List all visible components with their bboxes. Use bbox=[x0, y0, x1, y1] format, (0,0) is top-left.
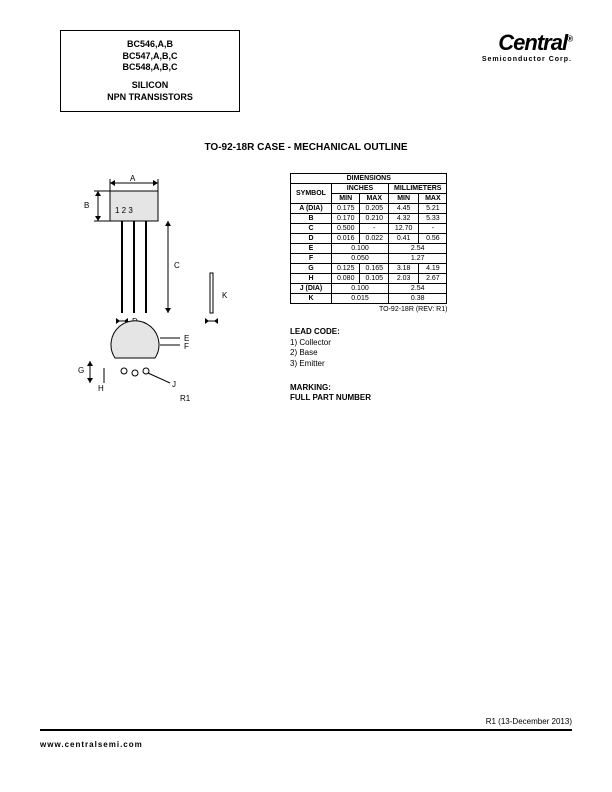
mechanical-outline-diagram: 1 2 3 A B bbox=[60, 173, 260, 413]
table-title: DIMENSIONS bbox=[291, 174, 447, 184]
col-max: MAX bbox=[360, 194, 389, 204]
table-revision: TO-92-18R (REV: R1) bbox=[290, 306, 447, 313]
type-line: SILICON bbox=[65, 80, 235, 92]
company-logo: Central® Semiconductor Corp. bbox=[482, 30, 572, 63]
part-number-box: BC546,A,B BC547,A,B,C BC548,A,B,C SILICO… bbox=[60, 30, 240, 112]
logo-text: Central bbox=[498, 30, 567, 55]
table-row: F0.0501.27 bbox=[291, 254, 447, 264]
table-row: G0.1250.1653.184.19 bbox=[291, 264, 447, 274]
table-row: C0.500-12.70- bbox=[291, 224, 447, 234]
type-line: NPN TRANSISTORS bbox=[65, 92, 235, 104]
col-min: MIN bbox=[389, 194, 419, 204]
marking-header: MARKING: bbox=[290, 383, 447, 393]
label-j: J bbox=[172, 380, 176, 389]
label-k: K bbox=[222, 291, 228, 300]
table-row: H0.0800.1052.032.67 bbox=[291, 274, 447, 284]
col-max: MAX bbox=[419, 194, 447, 204]
table-row: J (DIA)0.1002.54 bbox=[291, 284, 447, 294]
col-min: MIN bbox=[331, 194, 360, 204]
marking-block: MARKING: FULL PART NUMBER bbox=[290, 383, 447, 404]
pin-numbers: 1 2 3 bbox=[115, 206, 133, 215]
datasheet-page: BC546,A,B BC547,A,B,C BC548,A,B,C SILICO… bbox=[0, 0, 612, 792]
lead-code-item: 1) Collector bbox=[290, 338, 447, 348]
part-line: BC546,A,B bbox=[65, 39, 235, 51]
label-b: B bbox=[84, 201, 89, 210]
logo-subtitle: Semiconductor Corp. bbox=[482, 56, 572, 63]
lead-code-block: LEAD CODE: 1) Collector 2) Base 3) Emitt… bbox=[290, 327, 447, 369]
marking-text: FULL PART NUMBER bbox=[290, 393, 447, 403]
part-line: BC548,A,B,C bbox=[65, 62, 235, 74]
table-row: E0.1002.54 bbox=[291, 244, 447, 254]
lead-code-item: 3) Emitter bbox=[290, 359, 447, 369]
footer: R1 (13-December 2013) www.centralsemi.co… bbox=[40, 717, 572, 752]
revision-date: R1 (13-December 2013) bbox=[40, 717, 572, 726]
header: BC546,A,B BC547,A,B,C BC548,A,B,C SILICO… bbox=[40, 30, 572, 112]
table-row: A (DIA)0.1750.2054.455.21 bbox=[291, 204, 447, 214]
table-row: B0.1700.2104.325.33 bbox=[291, 214, 447, 224]
right-column: DIMENSIONS SYMBOL INCHES MILLIMETERS MIN… bbox=[290, 173, 447, 403]
section-title: TO-92-18R CASE - MECHANICAL OUTLINE bbox=[40, 142, 572, 153]
label-a: A bbox=[130, 174, 136, 183]
lead-code-item: 2) Base bbox=[290, 348, 447, 358]
col-mm: MILLIMETERS bbox=[389, 184, 447, 194]
label-g: G bbox=[78, 366, 84, 375]
table-row: K0.0150.38 bbox=[291, 294, 447, 304]
label-c: C bbox=[174, 261, 180, 270]
dimensions-table: DIMENSIONS SYMBOL INCHES MILLIMETERS MIN… bbox=[290, 173, 447, 304]
label-r1: R1 bbox=[180, 394, 191, 403]
col-inches: INCHES bbox=[331, 184, 388, 194]
col-symbol: SYMBOL bbox=[291, 184, 332, 204]
table-row: D0.0160.0220.410.56 bbox=[291, 234, 447, 244]
label-f: F bbox=[184, 342, 189, 351]
table-body: A (DIA)0.1750.2054.455.21B0.1700.2104.32… bbox=[291, 204, 447, 304]
trademark-icon: ® bbox=[567, 35, 572, 44]
label-h: H bbox=[98, 384, 104, 393]
content-row: 1 2 3 A B bbox=[40, 173, 572, 413]
part-line: BC547,A,B,C bbox=[65, 51, 235, 63]
lead-code-header: LEAD CODE: bbox=[290, 327, 447, 337]
footer-url: www.centralsemi.com bbox=[40, 740, 143, 749]
